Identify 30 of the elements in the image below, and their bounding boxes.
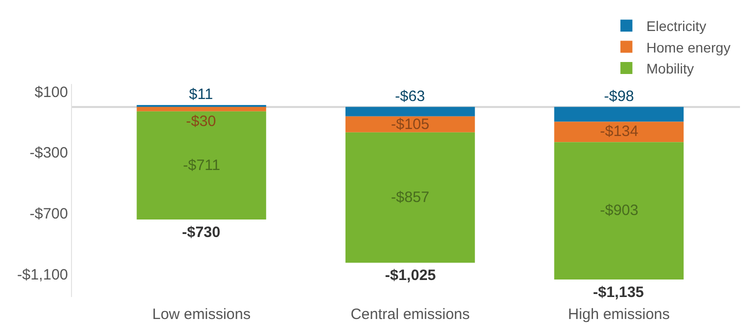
data-label: -$105 (391, 116, 430, 133)
data-label: -$63 (395, 88, 426, 105)
legend-label: Home energy (646, 39, 730, 56)
data-label: -$857 (391, 189, 430, 206)
legend-label: Mobility (646, 60, 694, 76)
bar (345, 132, 475, 263)
total-label: -$1,025 (385, 267, 436, 284)
bar (136, 111, 266, 220)
y-tick-label: $100 (34, 84, 68, 101)
data-label: -$903 (600, 202, 638, 219)
total-label: -$1,135 (593, 284, 644, 301)
bar (554, 122, 684, 142)
x-tick-label: Central emissions (350, 306, 470, 323)
data-label: -$98 (604, 88, 634, 105)
y-tick-label: -$1,100 (17, 266, 68, 284)
bar (554, 106, 684, 122)
bar (136, 106, 266, 112)
x-tick-label: Low emissions (152, 306, 251, 323)
data-label: -$134 (600, 123, 638, 140)
data-label: -$711 (183, 157, 220, 174)
data-label: -$30 (186, 113, 216, 130)
data-label: $11 (189, 86, 213, 103)
bar (345, 116, 475, 132)
total-label: -$730 (182, 224, 220, 241)
y-tick-label: -$700 (30, 206, 68, 223)
y-tick-label: -$300 (30, 144, 68, 162)
bar (345, 106, 475, 116)
bar (554, 142, 684, 280)
x-tick-label: High emissions (568, 306, 670, 323)
legend-label: Electricity (646, 18, 706, 34)
